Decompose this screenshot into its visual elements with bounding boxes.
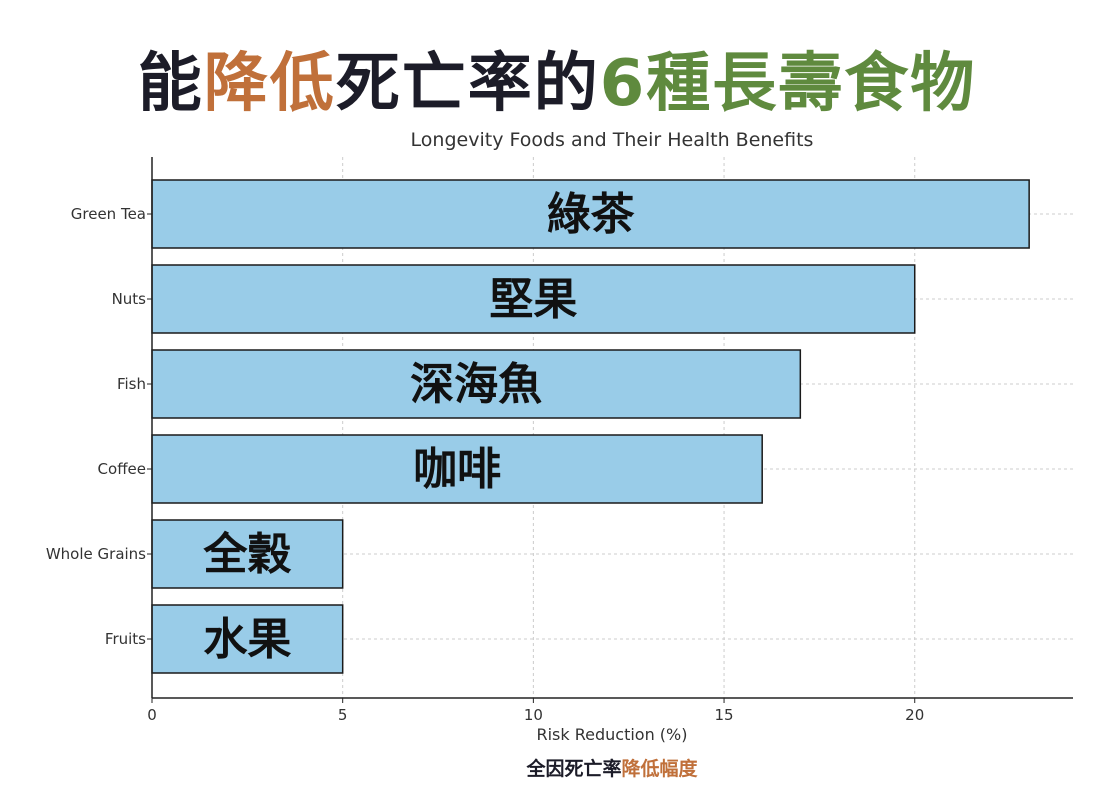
bar bbox=[151, 519, 344, 589]
bar-label: 全穀 bbox=[202, 529, 291, 580]
y-tick-label: Nuts bbox=[112, 290, 147, 308]
y-tick-label: Whole Grains bbox=[46, 545, 146, 563]
bar-label: 咖啡 bbox=[413, 444, 501, 495]
headline-part: 能 bbox=[137, 47, 204, 121]
footnote-part2: 降低幅度 bbox=[621, 758, 698, 780]
x-tick-label: 5 bbox=[338, 706, 348, 724]
footnote: 全因死亡率降低幅度 bbox=[0, 754, 1114, 781]
axes: 0 5 10 15 20 Green Tea Nuts Fish Coffee Whole Gra… bbox=[46, 157, 1073, 724]
x-tick-label: 20 bbox=[905, 706, 924, 724]
bar-label: 綠茶 bbox=[547, 189, 636, 240]
y-tick-label: Fruits bbox=[105, 630, 146, 648]
x-tick-label: 10 bbox=[524, 706, 543, 724]
headline-part: 死亡率的 bbox=[335, 47, 600, 121]
y-tick-label: Coffee bbox=[98, 460, 146, 478]
footnote-part1: 全因死亡率 bbox=[526, 758, 622, 780]
bar bbox=[151, 604, 344, 674]
y-tick-label: Fish bbox=[117, 375, 146, 393]
bar bbox=[151, 434, 763, 504]
x-tick-label: 15 bbox=[715, 706, 734, 724]
y-tick-label: Green Tea bbox=[71, 205, 146, 223]
headline-part: 降低 bbox=[203, 47, 336, 121]
bar-label: 堅果 bbox=[489, 274, 577, 325]
chart-title: Longevity Foods and Their Health Benefit… bbox=[411, 129, 814, 151]
headline-title: 能降低死亡率的6種長壽食物 bbox=[0, 44, 1114, 124]
bar-label: 深海魚 bbox=[410, 359, 542, 410]
x-axis-label: Risk Reduction (%) bbox=[536, 725, 687, 744]
x-tick-label: 0 bbox=[147, 706, 157, 724]
headline-part: 6種長壽食物 bbox=[599, 47, 977, 121]
bar-label: 水果 bbox=[203, 614, 291, 665]
